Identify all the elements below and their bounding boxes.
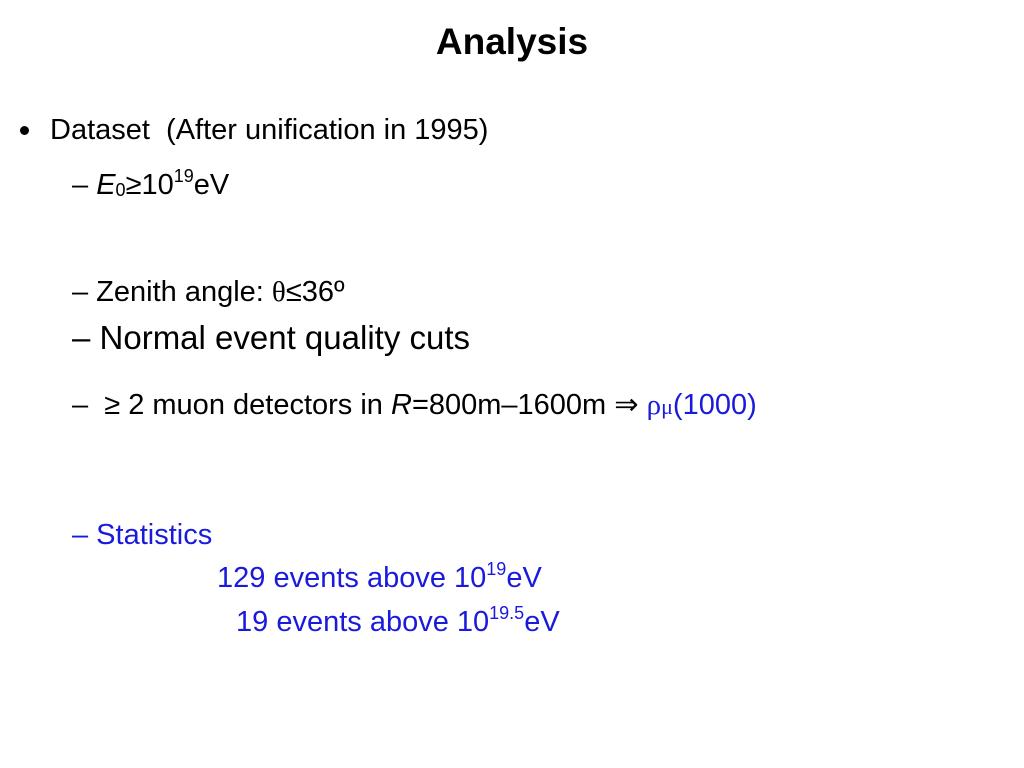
- unit: eV: [506, 562, 542, 594]
- symbol: R: [390, 389, 412, 421]
- muon-line: – ≥ 2 muon detectors in R=800m–1600m ⇒ ρ…: [72, 388, 757, 424]
- unit: eV: [524, 606, 560, 638]
- relation: ≥10: [125, 169, 174, 201]
- symbol: E: [96, 169, 116, 201]
- energy-line: – E0≥1019eV: [72, 166, 230, 202]
- zenith-limit: ≤36º: [285, 276, 345, 308]
- stat-line: 19 events above 1019.5eV: [236, 603, 560, 639]
- theta: θ: [271, 276, 286, 308]
- stat-text: 19 events above 10: [236, 606, 490, 638]
- stat-text: 129 events above 10: [217, 562, 487, 594]
- distance: (1000): [672, 389, 757, 421]
- exponent: 19: [486, 559, 507, 579]
- exponent: 19: [173, 166, 194, 186]
- dash: –: [72, 169, 89, 201]
- stat-line: 129 events above 1019eV: [217, 559, 542, 595]
- rho: ρ: [646, 389, 662, 421]
- bullet: [20, 126, 29, 135]
- unit: eV: [193, 169, 230, 201]
- mu: μ: [661, 394, 673, 419]
- zenith-line: – Zenith angle: θ≤36º: [72, 275, 345, 309]
- quality: – Normal event quality cuts: [72, 319, 471, 356]
- title: Analysis: [435, 21, 589, 62]
- subscript: 0: [115, 180, 126, 200]
- statistics-heading: – Statistics: [72, 519, 213, 551]
- dataset: Dataset (After unification in 1995): [50, 114, 489, 146]
- exponent: 19.5: [489, 603, 525, 623]
- zenith-text: – Zenith angle:: [72, 276, 272, 308]
- range: =800m–1600m ⇒: [411, 389, 647, 421]
- muon-text: – ≥ 2 muon detectors in: [72, 389, 391, 421]
